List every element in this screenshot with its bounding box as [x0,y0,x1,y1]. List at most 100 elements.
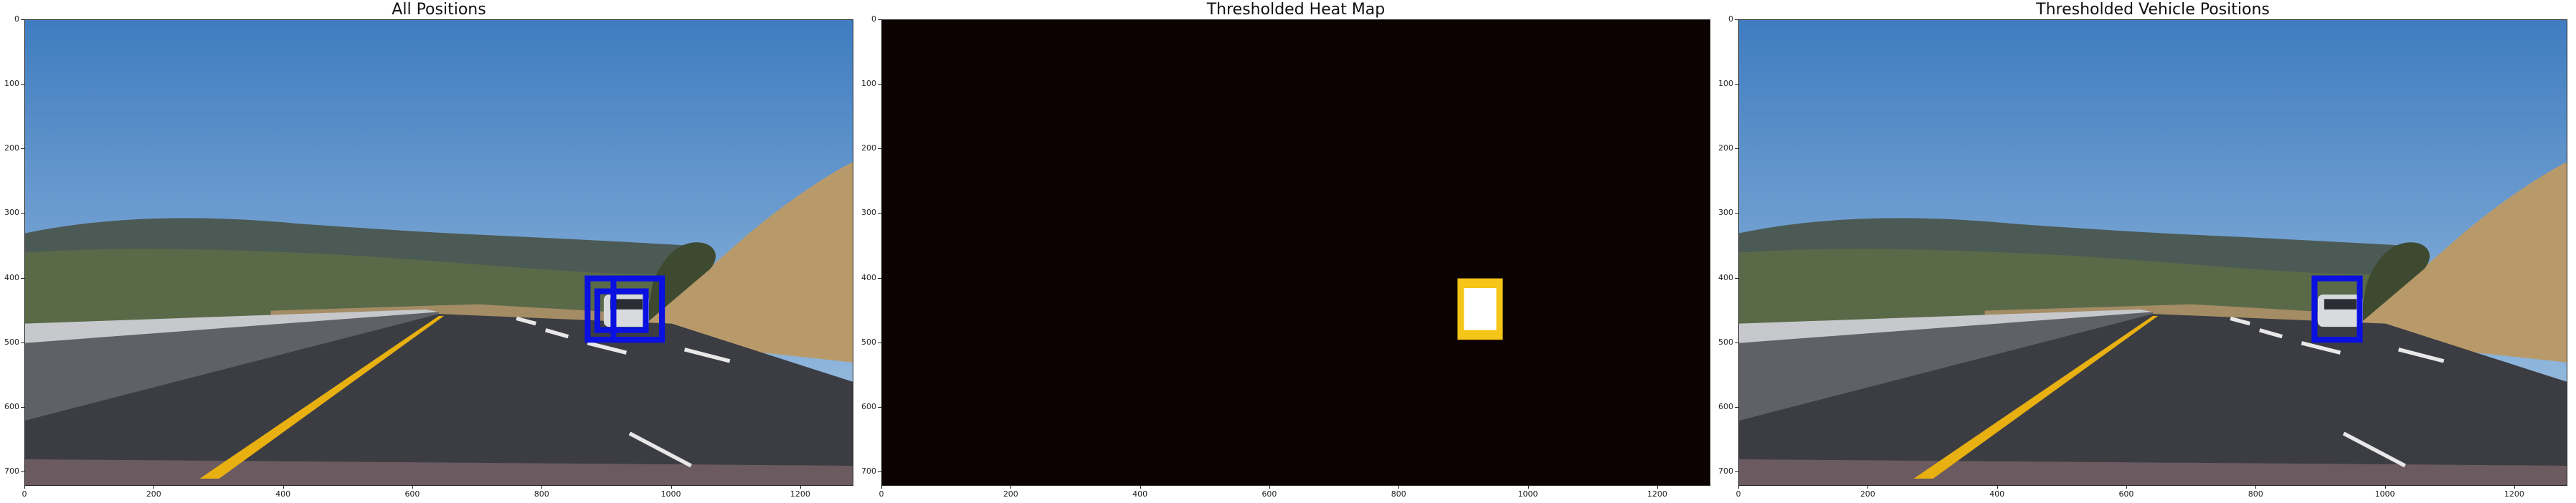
y-tick-label: 300 [861,208,876,218]
x-tick-mark [541,485,543,489]
y-tick-label: 600 [4,401,19,411]
y-tick-mark [21,84,24,85]
x-tick-mark [671,485,672,489]
vehicle-bounding-box [610,275,666,343]
x-tick-label: 1200 [1647,489,1667,499]
lane-dash [628,431,692,468]
y-tick-label: 0 [1728,14,1733,24]
y-tick-mark [878,19,881,20]
heat-map-image [882,20,1710,485]
x-tick-mark [1997,485,1998,489]
y-tick-mark [21,148,24,150]
y-tick-label: 200 [4,143,19,153]
y-tick-label: 400 [861,272,876,282]
y-tick-label: 100 [1718,79,1733,89]
y-tick-mark [1735,19,1738,20]
x-tick-mark [1269,485,1270,489]
x-tick-label: 200 [1860,489,1875,499]
y-tick-label: 500 [4,337,19,347]
x-tick-mark [800,485,801,489]
y-tick-label: 500 [1718,337,1733,347]
x-tick-label: 600 [404,489,420,499]
barrier-face [1739,312,2153,421]
lane-yellow [199,315,445,479]
y-tick-mark [1735,84,1738,85]
lane-dash [2259,328,2283,339]
image-frame [881,19,1710,486]
y-tick-label: 700 [861,466,876,476]
x-tick-label: 200 [146,489,161,499]
y-tick-mark [878,213,881,214]
y-tick-label: 200 [861,143,876,153]
y-tick-mark [1735,277,1738,279]
vehicle-bounding-box [2311,275,2363,343]
y-tick-label: 400 [4,272,19,282]
x-tick-mark [283,485,284,489]
y-tick-mark [1735,213,1738,214]
y-tick-mark [878,277,881,279]
y-tick-mark [878,471,881,472]
vehicle-window [2324,299,2357,310]
x-tick-label: 800 [534,489,549,499]
x-tick-mark [1657,485,1658,489]
x-tick-label: 1200 [790,489,810,499]
y-tick-label: 0 [14,14,19,24]
x-tick-mark [153,485,155,489]
x-tick-mark [1867,485,1869,489]
right-hillside [2359,162,2567,363]
lane-dash [516,316,536,326]
x-tick-label: 400 [1132,489,1148,499]
y-tick-mark [21,406,24,408]
y-tick-mark [878,406,881,408]
vehicle-window [610,299,643,310]
image-frame [24,19,853,486]
lane-dash [2397,348,2445,363]
y-tick-label: 600 [861,401,876,411]
y-tick-mark [21,277,24,279]
y-tick-mark [878,342,881,343]
y-tick-label: 400 [1718,272,1733,282]
y-tick-mark [21,19,24,20]
y-tick-label: 100 [4,79,19,89]
x-tick-mark [1140,485,1141,489]
y-tick-label: 100 [861,79,876,89]
y-tick-mark [21,342,24,343]
x-tick-label: 1200 [2504,489,2524,499]
right-hillside [645,162,853,363]
y-tick-mark [21,213,24,214]
lane-dash [2342,431,2406,468]
panel-title: Thresholded Vehicle Positions [2036,1,2270,19]
x-tick-label: 400 [1989,489,2005,499]
lane-dash [545,328,569,339]
x-tick-label: 600 [2118,489,2134,499]
x-tick-mark [2514,485,2515,489]
heat-background [882,20,1710,485]
x-tick-label: 600 [1261,489,1277,499]
x-tick-label: 0 [1736,489,1741,499]
trees [2359,242,2430,324]
y-tick-mark [878,148,881,150]
y-tick-label: 600 [1718,401,1733,411]
panel-title: Thresholded Heat Map [1206,1,1386,19]
lane-dash [587,341,628,355]
x-tick-label: 800 [1391,489,1406,499]
x-tick-mark [2255,485,2257,489]
y-tick-mark [1735,148,1738,150]
x-tick-mark [1528,485,1529,489]
y-tick-mark [21,471,24,472]
lane-dash [683,348,731,363]
x-tick-label: 1000 [2374,489,2395,499]
y-tick-label: 200 [1718,143,1733,153]
vehicle-bounding-box [594,288,649,333]
barrier [1739,309,2153,343]
x-tick-label: 1000 [1517,489,1538,499]
heat-region-inner [1464,288,1497,330]
barrier [25,309,439,343]
lane-dash [2230,316,2250,326]
y-tick-label: 700 [4,466,19,476]
x-tick-label: 0 [879,489,884,499]
x-tick-mark [881,485,882,489]
panel-title: All Positions [392,1,486,19]
y-tick-mark [1735,471,1738,472]
x-tick-mark [2126,485,2127,489]
